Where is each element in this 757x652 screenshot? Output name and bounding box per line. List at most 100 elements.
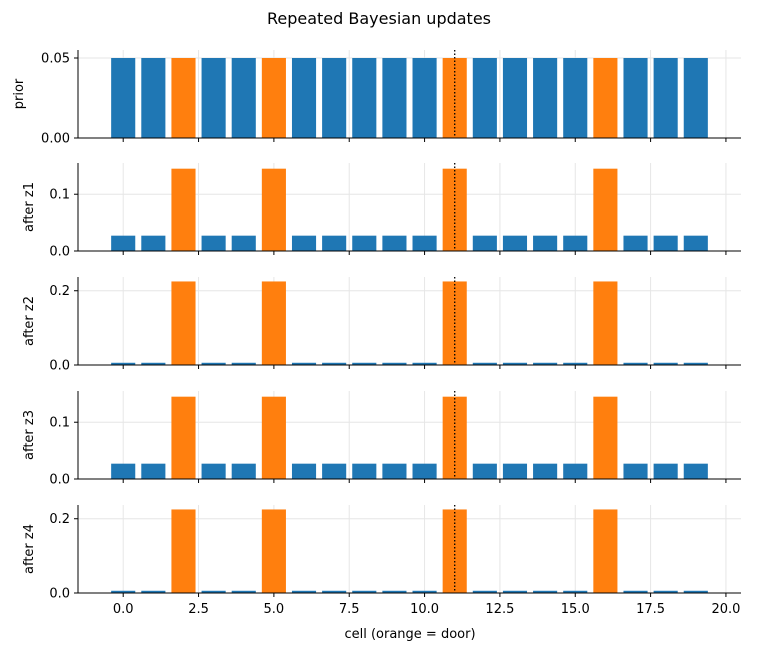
cell-bar xyxy=(322,463,347,479)
cell-bar xyxy=(201,362,226,365)
door-bar xyxy=(171,281,196,365)
cell-bar xyxy=(231,235,256,251)
x-tick-label: 7.5 xyxy=(339,602,360,617)
y-axis-label: after z1 xyxy=(22,182,37,232)
cell-bar xyxy=(563,590,588,593)
cell-bar xyxy=(563,235,588,251)
cell-bar xyxy=(201,235,226,251)
cell-bar xyxy=(653,58,678,138)
door-bar xyxy=(261,281,286,365)
cell-bar xyxy=(141,58,166,138)
cell-bar xyxy=(231,362,256,365)
cell-bar xyxy=(533,362,558,365)
door-bar xyxy=(261,396,286,479)
cell-bar xyxy=(291,362,317,365)
cell-bar xyxy=(472,362,497,365)
y-tick-label: 0.2 xyxy=(49,284,70,299)
y-tick-label: 0.0 xyxy=(49,587,70,602)
door-bar xyxy=(593,281,618,365)
y-tick-label: 0.0 xyxy=(49,245,70,260)
x-axis-label: cell (orange = door) xyxy=(344,627,475,642)
cell-bar xyxy=(382,590,407,593)
cell-bar xyxy=(322,590,347,593)
cell-bar xyxy=(683,362,708,365)
cell-bar xyxy=(502,463,528,479)
cell-bar xyxy=(412,463,437,479)
y-axis-label: after z3 xyxy=(22,410,37,460)
panel-1: 0.0 0.1 after z1 xyxy=(22,163,741,260)
cell-bar xyxy=(322,235,347,251)
cell-bar xyxy=(382,362,407,365)
cell-bar xyxy=(412,362,437,365)
cell-bar xyxy=(502,235,528,251)
y-tick-label: 0.0 xyxy=(49,359,70,374)
cell-bar xyxy=(352,590,377,593)
cell-bar xyxy=(231,590,256,593)
cell-bar xyxy=(382,463,407,479)
cell-bar xyxy=(533,590,558,593)
cell-bar xyxy=(412,590,437,593)
y-axis-label: after z4 xyxy=(22,524,37,574)
cell-bar xyxy=(111,463,136,479)
cell-bar xyxy=(412,235,437,251)
cell-bar xyxy=(533,235,558,251)
cell-bar xyxy=(623,590,648,593)
cell-bar xyxy=(472,590,497,593)
cell-bar xyxy=(563,58,588,138)
x-tick-label: 2.5 xyxy=(188,602,209,617)
cell-bar xyxy=(231,463,256,479)
cell-bar xyxy=(382,235,407,251)
cell-bar xyxy=(141,590,166,593)
door-bar xyxy=(593,58,618,138)
cell-bar xyxy=(653,463,678,479)
cell-bar xyxy=(683,58,708,138)
door-bar xyxy=(171,396,196,479)
door-bar xyxy=(171,58,196,138)
door-bar xyxy=(261,58,286,138)
door-bar xyxy=(593,396,618,479)
cell-bar xyxy=(653,362,678,365)
cell-bar xyxy=(623,463,648,479)
panel-0: 0.00 0.05 prior xyxy=(12,50,741,147)
y-axis-label: prior xyxy=(12,78,27,109)
cell-bar xyxy=(352,362,377,365)
cell-bar xyxy=(623,58,648,138)
cell-bar xyxy=(291,58,317,138)
cell-bar xyxy=(563,362,588,365)
cell-bar xyxy=(382,58,407,138)
cell-bar xyxy=(653,590,678,593)
cell-bar xyxy=(533,58,558,138)
panel-2: 0.0 0.2 after z2 xyxy=(22,277,741,374)
cell-bar xyxy=(502,362,528,365)
door-bar xyxy=(593,509,618,593)
panel-3: 0.0 0.1 after z3 xyxy=(22,391,741,488)
x-tick-label: 17.5 xyxy=(636,602,665,617)
cell-bar xyxy=(111,235,136,251)
cell-bar xyxy=(502,590,528,593)
x-tick-label: 10.0 xyxy=(410,602,439,617)
door-bar xyxy=(261,168,286,251)
y-tick-label: 0.00 xyxy=(41,132,70,147)
x-tick-label: 12.5 xyxy=(485,602,514,617)
cell-bar xyxy=(291,235,317,251)
y-tick-label: 0.05 xyxy=(41,52,70,67)
x-tick-label: 20.0 xyxy=(711,602,740,617)
cell-bar xyxy=(111,590,136,593)
cell-bar xyxy=(111,362,136,365)
cell-bar xyxy=(141,235,166,251)
cell-bar xyxy=(623,362,648,365)
cell-bar xyxy=(472,235,497,251)
y-tick-label: 0.1 xyxy=(49,188,70,203)
cell-bar xyxy=(352,58,377,138)
cell-bar xyxy=(352,463,377,479)
cell-bar xyxy=(291,463,317,479)
chart-title: Repeated Bayesian updates xyxy=(267,9,491,28)
x-tick-label: 15.0 xyxy=(561,602,590,617)
door-bar xyxy=(261,509,286,593)
cell-bar xyxy=(412,58,437,138)
cell-bar xyxy=(141,362,166,365)
y-tick-label: 0.1 xyxy=(49,416,70,431)
cell-bar xyxy=(201,590,226,593)
panels: 0.00 0.05 prior 0.0 0.1 after z1 0.0 0.2 after z… xyxy=(12,50,741,617)
